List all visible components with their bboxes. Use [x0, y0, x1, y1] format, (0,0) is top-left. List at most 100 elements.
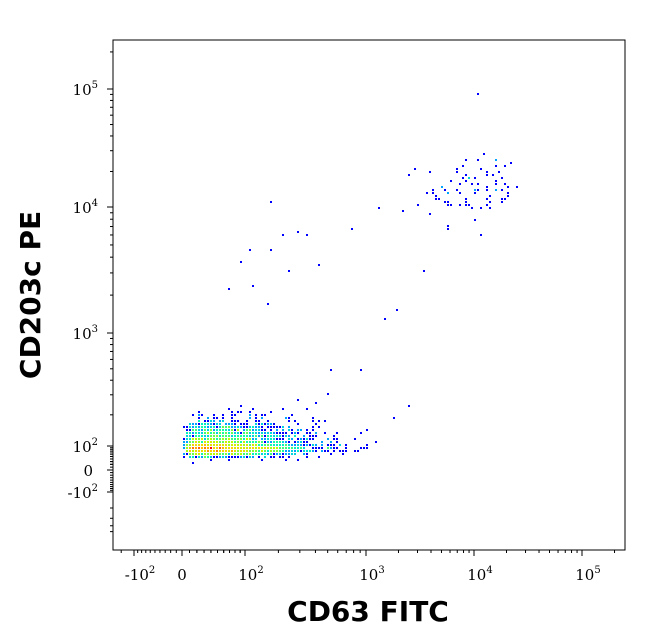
data-point: [234, 456, 236, 458]
data-point: [201, 438, 203, 440]
data-point: [270, 429, 272, 431]
data-point: [333, 447, 335, 449]
data-point: [291, 429, 293, 431]
data-point: [270, 441, 272, 443]
data-point: [312, 438, 314, 440]
data-point: [255, 414, 257, 416]
data-point: [318, 426, 320, 428]
data-point: [240, 432, 242, 434]
data-point: [249, 432, 251, 434]
data-point: [489, 207, 491, 209]
data-point: [504, 198, 506, 200]
data-point: [312, 435, 314, 437]
data-point: [429, 213, 431, 215]
data-point: [282, 450, 284, 452]
data-point: [267, 441, 269, 443]
data-point: [252, 435, 254, 437]
data-point: [246, 423, 248, 425]
data-point: [222, 426, 224, 428]
data-point: [231, 450, 233, 452]
data-point: [228, 453, 230, 455]
data-point: [183, 426, 185, 428]
data-point: [447, 228, 449, 230]
data-point: [183, 453, 185, 455]
data-point: [213, 435, 215, 437]
data-point: [228, 459, 230, 461]
data-point: [198, 414, 200, 416]
data-point: [255, 450, 257, 452]
data-point: [264, 450, 266, 452]
data-point: [210, 450, 212, 452]
data-point: [183, 444, 185, 446]
data-point: [444, 201, 446, 203]
data-point: [330, 444, 332, 446]
data-point: [255, 420, 257, 422]
data-point: [297, 438, 299, 440]
data-point: [264, 414, 266, 416]
data-point: [249, 444, 251, 446]
data-point: [276, 432, 278, 434]
data-point: [471, 207, 473, 209]
data-point: [237, 432, 239, 434]
data-point: [213, 456, 215, 458]
data-point: [252, 453, 254, 455]
data-point: [219, 438, 221, 440]
data-point: [294, 447, 296, 449]
data-point: [186, 429, 188, 431]
data-point: [474, 219, 476, 221]
x-axis-label: CD63 FITC: [287, 595, 449, 628]
data-point: [246, 432, 248, 434]
data-point: [234, 453, 236, 455]
data-point: [195, 423, 197, 425]
data-point: [276, 453, 278, 455]
data-point: [234, 441, 236, 443]
data-point: [216, 441, 218, 443]
data-point: [459, 183, 461, 185]
data-point: [270, 456, 272, 458]
data-point: [486, 189, 488, 191]
data-point: [222, 456, 224, 458]
y-axis-ticks: -102 0 102 103 104 105: [67, 51, 113, 533]
data-point: [309, 432, 311, 434]
data-point: [198, 429, 200, 431]
data-point: [471, 183, 473, 185]
data-point: [234, 426, 236, 428]
data-point: [195, 432, 197, 434]
data-point: [198, 417, 200, 419]
data-point: [279, 453, 281, 455]
x-tick-label: -102: [125, 565, 156, 584]
data-point: [204, 444, 206, 446]
data-point: [192, 414, 194, 416]
data-point: [279, 432, 281, 434]
data-point: [204, 435, 206, 437]
data-point: [231, 432, 233, 434]
data-point: [246, 438, 248, 440]
data-point: [192, 432, 194, 434]
data-point: [477, 93, 479, 95]
data-point: [279, 450, 281, 452]
data-point: [267, 303, 269, 305]
data-point: [426, 192, 428, 194]
data-point: [306, 456, 308, 458]
data-point: [336, 438, 338, 440]
data-point: [192, 462, 194, 464]
data-point: [222, 429, 224, 431]
data-point: [186, 441, 188, 443]
data-point: [261, 432, 263, 434]
data-point: [477, 183, 479, 185]
data-point: [273, 456, 275, 458]
data-point: [276, 429, 278, 431]
data-point: [282, 447, 284, 449]
data-point: [261, 459, 263, 461]
y-tick-label: 103: [73, 324, 98, 343]
data-point: [195, 426, 197, 428]
data-point: [231, 414, 233, 416]
data-point: [474, 177, 476, 179]
data-point: [336, 432, 338, 434]
data-point: [204, 453, 206, 455]
data-point: [255, 423, 257, 425]
data-point: [270, 201, 272, 203]
data-point: [252, 450, 254, 452]
y-tick-label: 104: [73, 198, 98, 217]
data-point: [222, 414, 224, 416]
